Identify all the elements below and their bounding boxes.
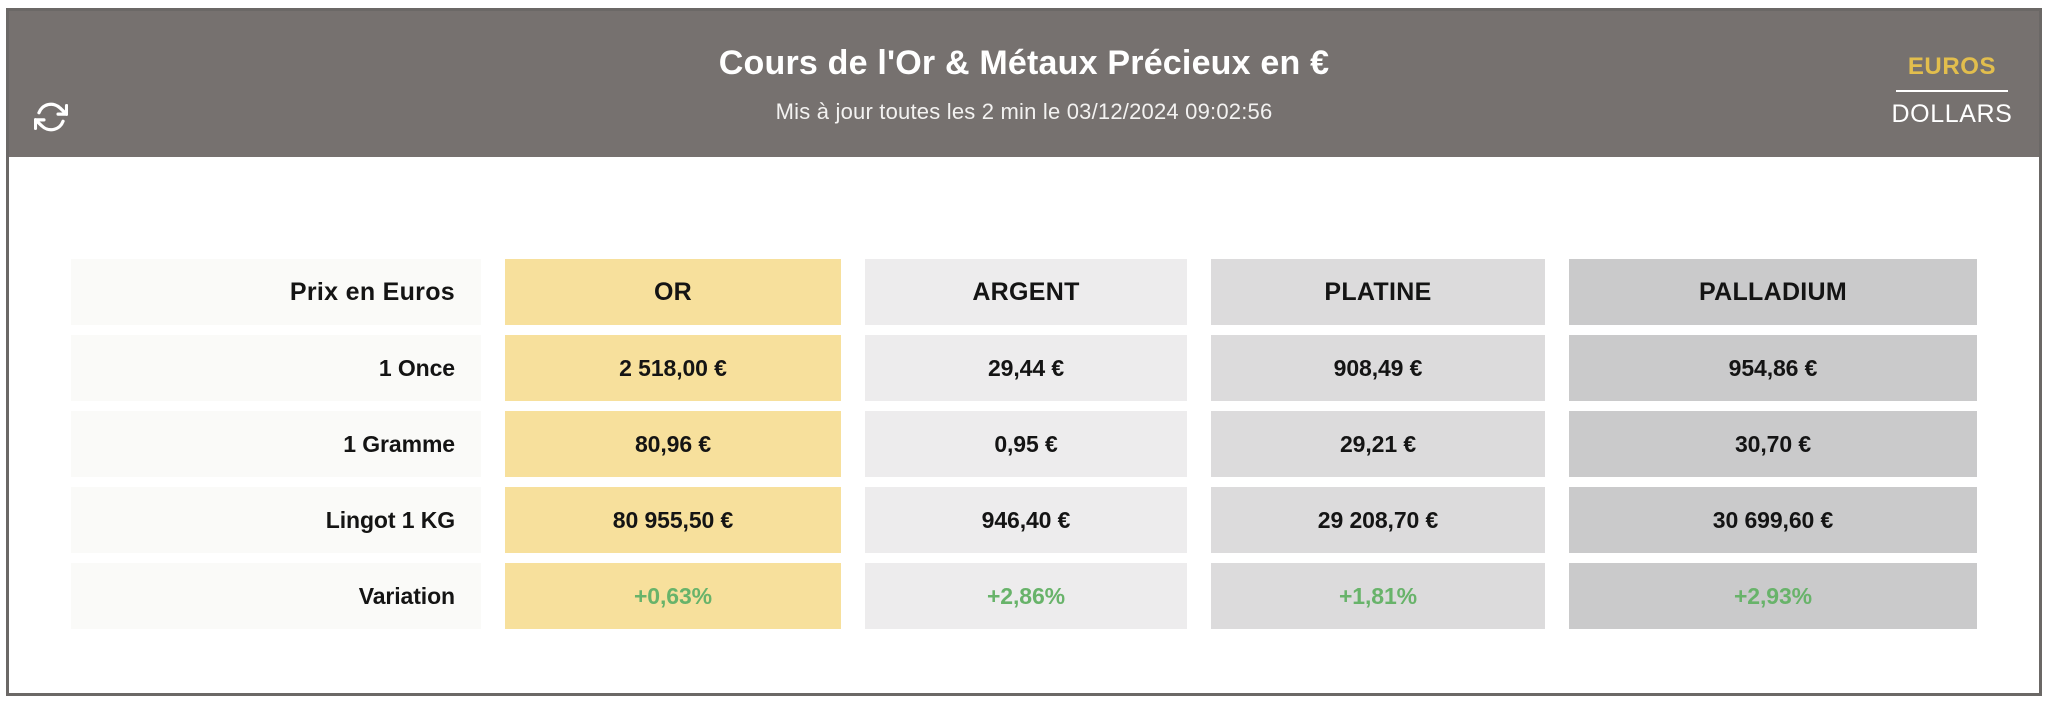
refresh-button[interactable] [31, 97, 71, 137]
price-lingot-platine: 29 208,70 € [1211, 487, 1545, 553]
column-header-palladium: PALLADIUM [1569, 259, 1977, 325]
price-once-platine: 908,49 € [1211, 335, 1545, 401]
price-once-or: 2 518,00 € [505, 335, 841, 401]
price-lingot-or: 80 955,50 € [505, 487, 841, 553]
price-once-palladium: 954,86 € [1569, 335, 1977, 401]
column-header-argent: ARGENT [865, 259, 1187, 325]
row-label-once: 1 Once [71, 335, 481, 401]
currency-dollars-tab[interactable]: DOLLARS [1891, 100, 2013, 128]
column-header-platine: PLATINE [1211, 259, 1545, 325]
row-label-variation: Variation [71, 563, 481, 629]
last-updated-text: Mis à jour toutes les 2 min le 03/12/202… [775, 98, 1273, 124]
prices-grid: Prix en Euros OR ARGENT PLATINE PALLADIU… [71, 259, 1977, 629]
row-label-gramme: 1 Gramme [71, 411, 481, 477]
precious-metals-widget: Cours de l'Or & Métaux Précieux en € Mis… [6, 8, 2042, 696]
currency-divider [1896, 90, 2008, 92]
price-gramme-argent: 0,95 € [865, 411, 1187, 477]
currency-euros-tab[interactable]: EUROS [1907, 53, 1997, 80]
row-label-lingot: Lingot 1 KG [71, 487, 481, 553]
page-title: Cours de l'Or & Métaux Précieux en € [718, 43, 1330, 82]
price-lingot-palladium: 30 699,60 € [1569, 487, 1977, 553]
column-header-or: OR [505, 259, 841, 325]
price-gramme-or: 80,96 € [505, 411, 841, 477]
currency-toggle: EUROS DOLLARS [1877, 53, 2027, 129]
widget-header: Cours de l'Or & Métaux Précieux en € Mis… [9, 11, 2039, 157]
refresh-icon [34, 102, 68, 132]
variation-palladium: +2,93% [1569, 563, 1977, 629]
price-once-argent: 29,44 € [865, 335, 1187, 401]
corner-header-cell: Prix en Euros [71, 259, 481, 325]
price-gramme-palladium: 30,70 € [1569, 411, 1977, 477]
variation-argent: +2,86% [865, 563, 1187, 629]
variation-or: +0,63% [505, 563, 841, 629]
price-gramme-platine: 29,21 € [1211, 411, 1545, 477]
price-lingot-argent: 946,40 € [865, 487, 1187, 553]
prices-table: Prix en Euros OR ARGENT PLATINE PALLADIU… [9, 157, 2039, 629]
variation-platine: +1,81% [1211, 563, 1545, 629]
